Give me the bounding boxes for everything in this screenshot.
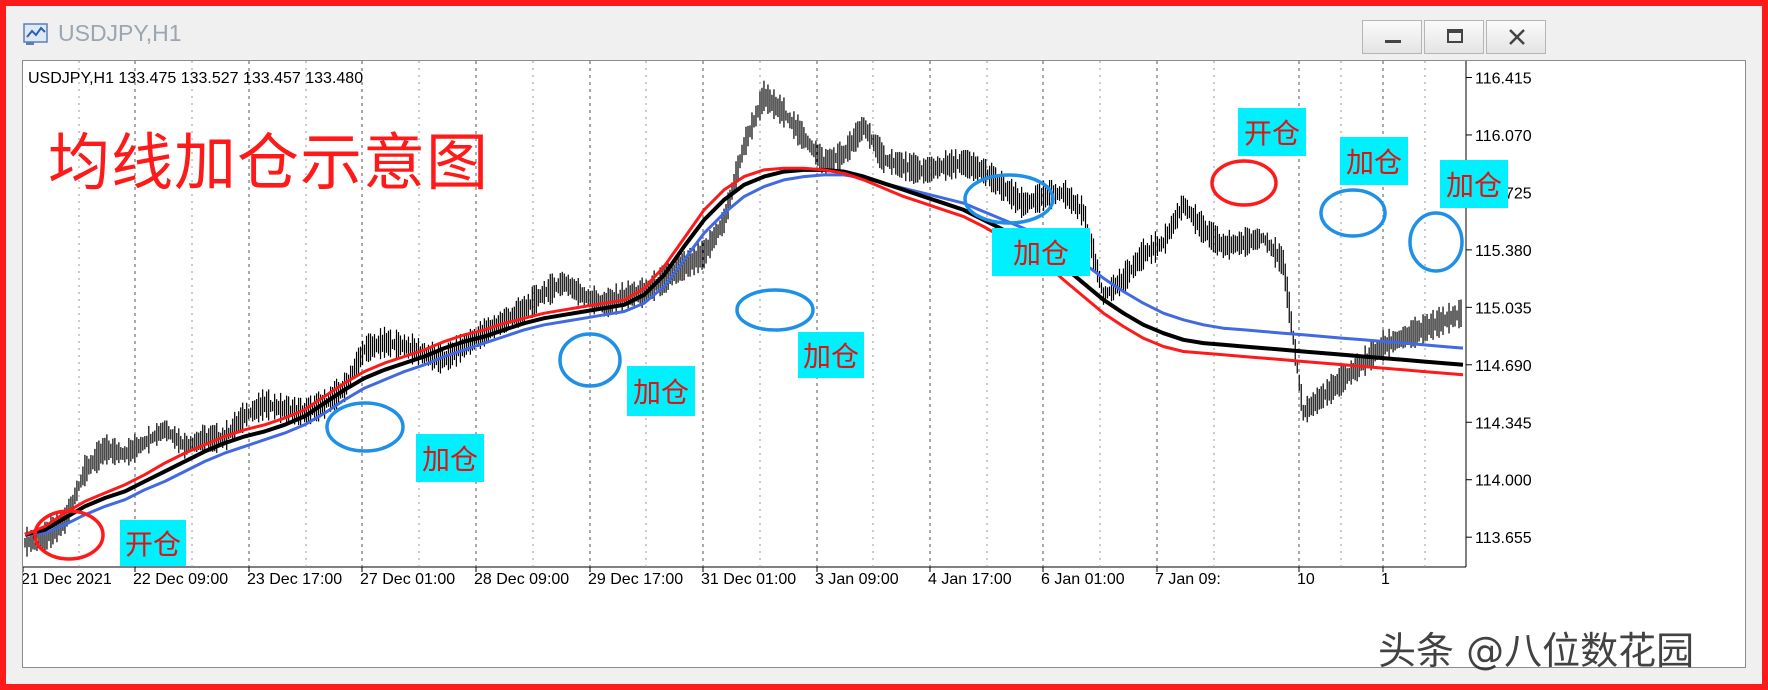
y-tick-label: 116.415	[1475, 70, 1532, 87]
ma-slow-line	[24, 173, 1464, 537]
x-tick-label: 6 Jan 01:00	[1041, 571, 1125, 588]
y-tick-label: 114.345	[1475, 415, 1532, 432]
add-circle-5	[1319, 188, 1387, 238]
callout-add-2: 加仓	[627, 366, 695, 416]
chart-header: USDJPY,H1 133.475 133.527 133.457 133.48…	[28, 70, 364, 87]
add-circle-6	[1408, 211, 1464, 273]
x-tick-label: 29 Dec 17:00	[588, 571, 683, 588]
close-icon	[1509, 29, 1525, 45]
ma-fast-line	[24, 166, 1464, 537]
x-tick-label: 3 Jan 09:00	[815, 571, 899, 588]
add-circle-2	[558, 332, 622, 388]
callout-add-1: 加仓	[416, 434, 484, 482]
close-button[interactable]	[1486, 20, 1546, 54]
overlay-title: 均线加仓示意图	[48, 126, 490, 199]
x-tick-label: 31 Dec 01:00	[701, 571, 796, 588]
add-circle-3	[735, 288, 815, 332]
title-bar: USDJPY,H1	[6, 6, 1748, 58]
x-tick-label: 1	[1381, 571, 1390, 588]
callout-add-5: 加仓	[1340, 137, 1408, 185]
y-tick-label: 114.000	[1475, 473, 1532, 490]
callout-add-6: 加仓	[1440, 160, 1508, 208]
x-tick-label: 21 Dec 2021	[23, 571, 112, 588]
callout-add-4: 加仓	[992, 228, 1090, 276]
x-tick-label: 28 Dec 09:00	[474, 571, 569, 588]
open-circle-1	[33, 509, 105, 561]
add-circle-1	[325, 401, 405, 453]
ma-mid-line	[24, 167, 1464, 537]
add-circle-4	[963, 173, 1055, 225]
minimize-button[interactable]	[1362, 20, 1422, 54]
restore-icon	[1447, 29, 1463, 43]
chart-window-icon	[23, 23, 48, 45]
minimize-icon	[1385, 40, 1401, 43]
y-tick-label: 113.655	[1475, 530, 1532, 547]
y-tick-label: 115.380	[1475, 243, 1532, 260]
window-title: USDJPY,H1	[58, 20, 182, 46]
x-tick-label: 7 Jan 09:	[1155, 571, 1221, 588]
watermark: 头条 @八位数花园	[1378, 629, 1695, 673]
x-tick-label: 4 Jan 17:00	[928, 571, 1012, 588]
x-tick-label: 22 Dec 09:00	[133, 571, 228, 588]
x-tick-label: 10	[1297, 571, 1315, 588]
x-tick-label: 23 Dec 17:00	[247, 571, 342, 588]
callout-open-2: 开仓	[1238, 108, 1306, 156]
open-circle-2	[1210, 159, 1278, 207]
callout-add-3: 加仓	[798, 332, 864, 378]
restore-button[interactable]	[1424, 20, 1484, 54]
y-tick-label: 114.690	[1475, 358, 1532, 375]
callout-open-1: 开仓	[120, 520, 186, 566]
price-chart[interactable]: 21 Dec 2021 22 Dec 09:00 23 Dec 17:00 27 De…	[23, 61, 1745, 667]
y-tick-label: 115.035	[1475, 300, 1532, 317]
x-tick-label: 27 Dec 01:00	[360, 571, 455, 588]
y-tick-label: 116.070	[1475, 128, 1532, 145]
